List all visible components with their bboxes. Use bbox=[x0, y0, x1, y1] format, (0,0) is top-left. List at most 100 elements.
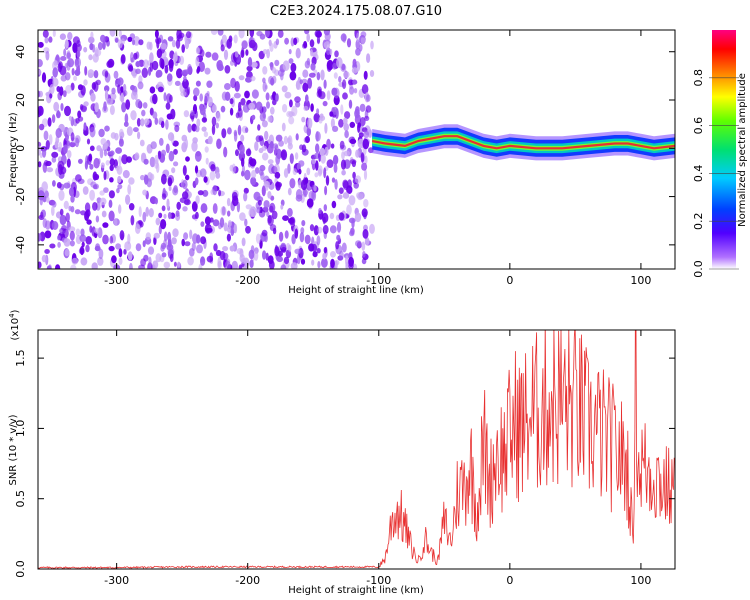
noise-blob bbox=[123, 248, 127, 255]
noise-blob bbox=[153, 232, 160, 239]
noise-blob bbox=[309, 224, 315, 232]
noise-blob bbox=[254, 167, 260, 174]
noise-blob bbox=[158, 212, 163, 219]
heatmap-y-label: Frequency (Hz) bbox=[8, 112, 19, 188]
noise-blob bbox=[59, 214, 67, 226]
noise-blob bbox=[38, 105, 44, 116]
noise-blob bbox=[243, 192, 248, 202]
noise-blob bbox=[211, 124, 216, 136]
noise-blob bbox=[131, 91, 136, 100]
noise-blob bbox=[262, 250, 267, 260]
noise-blob bbox=[216, 138, 222, 150]
noise-blob bbox=[94, 183, 99, 190]
noise-blob bbox=[259, 112, 266, 122]
noise-blob bbox=[77, 110, 82, 119]
noise-blob bbox=[310, 62, 316, 71]
noise-blob bbox=[217, 256, 222, 268]
noise-blob bbox=[109, 177, 114, 183]
noise-blob bbox=[284, 37, 289, 45]
noise-blob bbox=[204, 216, 211, 226]
noise-blob bbox=[320, 69, 325, 81]
noise-blob bbox=[212, 219, 220, 227]
noise-blob bbox=[245, 225, 251, 234]
noise-blob bbox=[342, 192, 350, 199]
noise-blob bbox=[48, 36, 53, 43]
noise-blob bbox=[63, 238, 71, 247]
noise-blob bbox=[66, 150, 72, 159]
noise-blob bbox=[346, 204, 352, 216]
noise-blob bbox=[200, 221, 205, 227]
noise-blob bbox=[227, 220, 232, 227]
noise-blob bbox=[59, 33, 66, 40]
x-tick-label: 0 bbox=[506, 274, 513, 287]
noise-blob bbox=[103, 170, 107, 181]
noise-blob bbox=[137, 131, 141, 140]
noise-blob bbox=[240, 258, 247, 264]
noise-blob bbox=[182, 191, 189, 200]
noise-blob bbox=[66, 52, 71, 60]
noise-blob bbox=[313, 113, 321, 123]
noise-blob bbox=[136, 117, 141, 127]
noise-blob bbox=[229, 245, 235, 252]
noise-blob bbox=[47, 117, 52, 127]
noise-blob bbox=[102, 234, 109, 245]
noise-blob bbox=[312, 251, 318, 258]
noise-blob bbox=[222, 246, 229, 252]
noise-blob bbox=[202, 189, 209, 197]
noise-blob bbox=[326, 47, 331, 56]
noise-blob bbox=[264, 30, 270, 38]
noise-blob bbox=[146, 41, 152, 50]
noise-blob bbox=[130, 215, 135, 226]
noise-blob bbox=[354, 175, 362, 184]
signal-track-core bbox=[372, 135, 675, 150]
noise-blob bbox=[215, 122, 219, 129]
noise-blob bbox=[74, 69, 81, 76]
noise-blob bbox=[103, 149, 108, 157]
noise-blob bbox=[302, 69, 309, 78]
noise-blob bbox=[167, 132, 175, 141]
noise-blob bbox=[132, 72, 137, 79]
noise-blob bbox=[258, 209, 266, 218]
noise-blob bbox=[293, 37, 298, 46]
noise-blob bbox=[261, 185, 266, 197]
noise-blob bbox=[349, 86, 355, 95]
noise-blob bbox=[163, 92, 167, 102]
noise-blob bbox=[73, 75, 78, 82]
y-tick-label: -20 bbox=[14, 188, 27, 206]
noise-blob bbox=[295, 189, 303, 200]
noise-blob bbox=[308, 72, 316, 78]
noise-blob bbox=[267, 159, 274, 165]
noise-blob bbox=[191, 242, 196, 252]
noise-blob bbox=[119, 94, 123, 102]
noise-blob bbox=[229, 98, 234, 105]
noise-blob bbox=[304, 234, 311, 245]
noise-blob bbox=[238, 30, 245, 39]
noise-blob bbox=[135, 68, 141, 75]
noise-blob bbox=[156, 48, 163, 59]
noise-blob bbox=[329, 111, 334, 117]
noise-blob bbox=[236, 248, 243, 255]
noise-blob bbox=[220, 105, 226, 113]
noise-blob bbox=[323, 30, 330, 36]
noise-blob bbox=[155, 253, 162, 263]
noise-blob bbox=[237, 124, 242, 136]
noise-blob bbox=[98, 128, 105, 138]
noise-blob bbox=[217, 63, 224, 72]
y-tick-label: 1.5 bbox=[14, 349, 27, 367]
noise-blob bbox=[244, 169, 251, 181]
noise-blob bbox=[322, 100, 328, 107]
noise-blob bbox=[207, 135, 213, 145]
noise-blob bbox=[273, 163, 280, 174]
noise-blob bbox=[228, 35, 233, 43]
noise-blob bbox=[274, 144, 279, 154]
noise-blob bbox=[338, 118, 344, 128]
noise-blob bbox=[283, 256, 290, 265]
noise-blob bbox=[330, 251, 336, 258]
noise-blob bbox=[199, 49, 205, 58]
noise-blob bbox=[171, 167, 176, 174]
colorbar bbox=[712, 30, 736, 269]
noise-blob bbox=[341, 63, 346, 71]
noise-blob bbox=[44, 36, 49, 44]
noise-blob bbox=[280, 204, 284, 210]
